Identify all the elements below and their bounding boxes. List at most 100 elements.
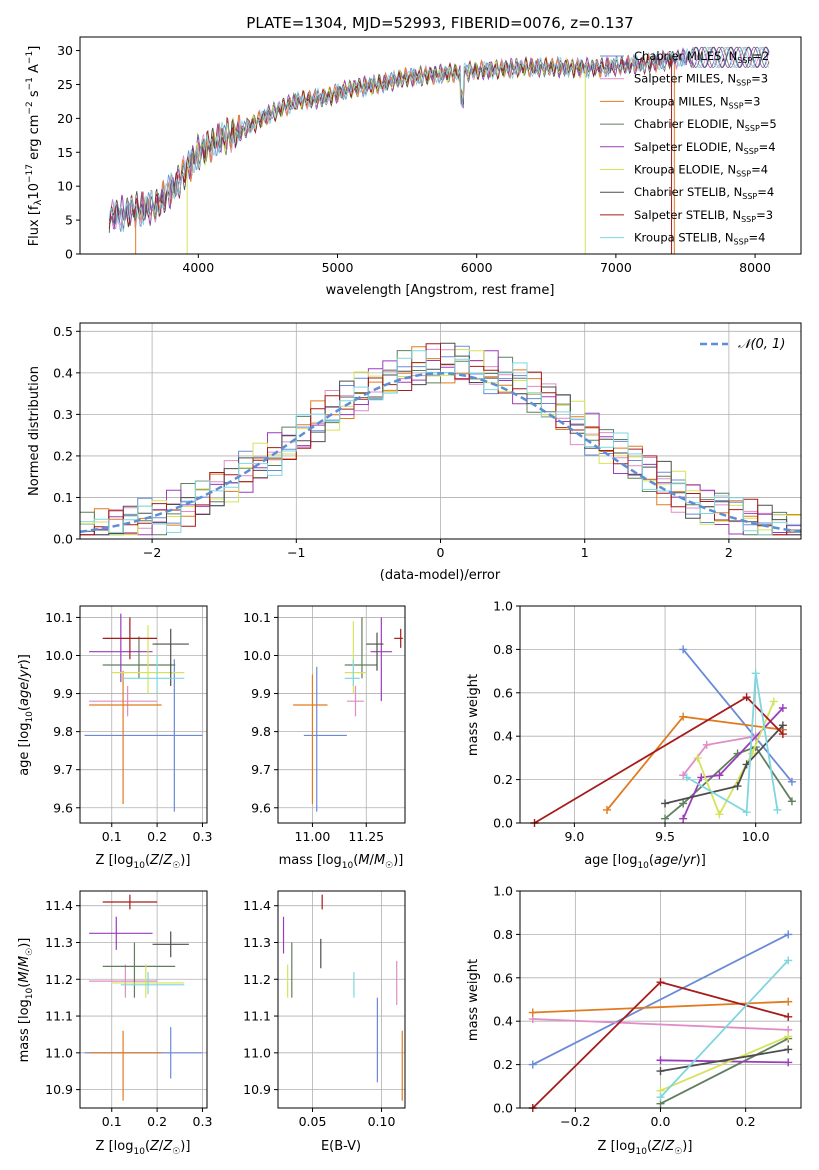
x-tick-label: 0.0 [651,1114,671,1129]
weight-series-marker [656,978,665,987]
weight-series-marker [778,730,787,739]
weight-series-marker [715,771,724,780]
weight-series-marker [661,814,670,823]
errorbar-point [89,670,162,804]
x-tick-label: 0.1 [102,829,122,844]
weight-series-line [686,673,779,814]
y-tick-label: 10.0 [243,648,271,663]
figure-title: PLATE=1304, MJD=52993, FIBERID=0076, z=0… [246,14,633,32]
y-tick-label: 9.8 [251,724,271,739]
weight-series-marker [656,1056,665,1065]
x-tick-label: 0.3 [193,1114,213,1129]
y-tick-label: 11.2 [243,972,271,987]
mass-vs-ebv-panel: 0.05 0.10 10.9 11.0 11.1 11.2 11.3 11.4 [243,890,406,1129]
age-z-xlabel: Z [log10(Z/Z☉)] [96,853,191,871]
y-tick-label: 9.8 [53,724,73,739]
x-tick-label: 6000 [461,260,493,275]
residual-legend: 𝒩(0, 1) [700,337,785,352]
y-tick-label: 10 [57,179,73,194]
weight-z-ylabel: mass weight [466,959,481,1041]
x-tick-label: 0.1 [102,1114,122,1129]
errorbar-point [89,916,153,950]
y-tick-label: 0.1 [53,490,73,505]
weight-series-marker [784,930,793,939]
errorbar-point [303,666,347,812]
y-tick-label: 11.4 [243,898,271,913]
weight-series-marker [784,1012,793,1021]
grid-lines [80,891,207,1108]
spectrum-series-line [108,46,770,233]
axes-frame [79,890,208,1109]
legend-label: Kroupa ELODIE, NSSP=4 [634,163,768,179]
legend-label: Chabrier STELIB, NSSP=4 [634,185,774,201]
errorbar-point [344,659,360,686]
errorbar-point [120,655,185,694]
series-group [530,645,796,827]
mass-weight-vs-age-panel: 9.0 9.5 10.0 0.0 0.2 0.4 0.6 0.8 1.0 [493,599,802,844]
weight-series-marker [697,773,706,782]
residual-xlabel: (data-model)/error [380,568,501,583]
weight-series-marker [679,645,688,654]
y-tick-label: 0.6 [493,685,513,700]
x-tick-label: 10.0 [742,829,770,844]
y-tick-label: 1.0 [493,884,513,899]
mass-z-ylabel: mass [log10(M/M☉)] [17,938,35,1063]
y-tick-label: 30 [57,43,73,58]
weight-series-marker [751,669,760,678]
mass-weight-vs-metallicity-panel: −0.2 0.0 0.2 0.0 0.2 0.4 0.6 0.8 1.0 [493,884,802,1129]
weight-series-marker [679,799,688,808]
spectrum-lines [108,46,770,254]
weight-series-line [696,701,775,817]
mass-vs-metallicity-panel: 0.1 0.2 0.3 10.9 11.0 11.1 11.2 11.3 11.4 [45,890,213,1129]
y-tick-label: 15 [57,145,73,160]
errorbar-point [152,628,189,686]
weight-series-marker [742,693,751,702]
x-tick-label: −0.2 [560,1114,590,1129]
y-tick-label: 9.6 [251,800,271,815]
y-tick-label: 11.3 [243,935,271,950]
spectrum-axes [79,36,802,255]
y-tick-label: 9.9 [53,686,73,701]
weight-series-line [660,1048,789,1072]
residual-ylabel: Normed distribution [27,366,42,496]
y-tick-label: 5 [65,213,73,228]
weight-series-marker [748,749,757,758]
errorbar-point [152,931,189,958]
y-tick-label: 0.0 [493,816,513,831]
weight-age-xlabel: age [log10(age/yr)] [584,853,706,871]
spectrum-legend: Chabrier MILES, NSSP=2 Salpeter MILES, NS… [600,49,777,247]
weight-age-ylabel: mass weight [466,674,481,756]
normal-curve [80,372,801,533]
y-tick-label: 0.6 [493,970,513,985]
y-tick-label: 0.4 [493,729,513,744]
y-tick-label: 11.3 [45,935,73,950]
weight-series-marker [773,805,782,814]
y-tick-label: 10.9 [45,1082,73,1097]
errorbar-point [120,971,185,994]
x-tick-label: 11.00 [295,829,331,844]
weight-series-marker [679,712,688,721]
weight-series-marker [778,703,787,712]
y-tick-label: 0.3 [53,407,73,422]
y-tick-label: 9.6 [53,800,73,815]
weight-series-marker [784,1045,793,1054]
legend-label: Chabrier ELODIE, NSSP=5 [634,117,777,133]
y-tick-label: 9.9 [251,686,271,701]
age-vs-mass-panel: 11.00 11.25 9.6 9.7 9.8 9.9 10.0 10.1 [243,605,406,844]
errorbar-point [89,613,153,683]
grid-lines [278,891,405,1108]
legend-label: Kroupa STELIB, NSSP=4 [634,231,765,247]
y-tick-label: 10.0 [45,648,73,663]
weight-series-marker [656,1067,665,1076]
weight-series-marker [679,814,688,823]
weight-series-line [660,1035,789,1092]
x-tick-label: 0.2 [147,829,167,844]
x-tick-label: 0.2 [147,1114,167,1129]
age-mass-xlabel: mass [log10(M/M☉)] [279,853,404,871]
x-tick-label: −2 [143,545,161,560]
spectrum-series-line [108,46,770,233]
y-tick-label: 11.1 [243,1009,271,1024]
x-tick-label: −1 [287,545,305,560]
weight-series-marker [784,1032,793,1041]
